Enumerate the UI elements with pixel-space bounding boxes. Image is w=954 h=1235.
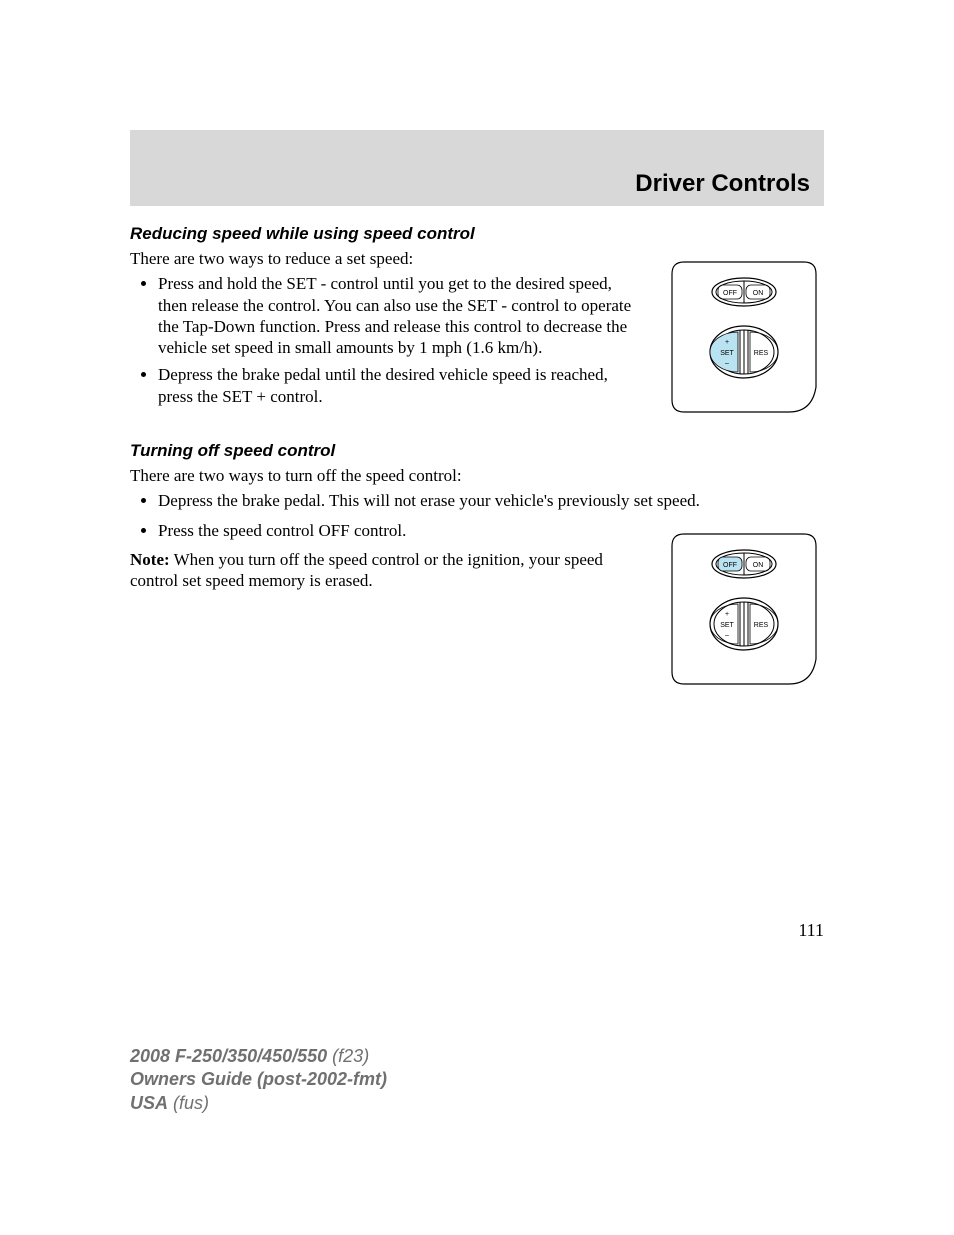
- section2-intro: There are two ways to turn off the speed…: [130, 465, 824, 486]
- section-heading-reducing-speed: Reducing speed while using speed control: [130, 224, 824, 244]
- cruise-control-illustration-1: OFF ON + SET – RES: [664, 252, 824, 427]
- header-bar: Driver Controls: [130, 130, 824, 206]
- footer-code-1: (f23): [327, 1046, 369, 1066]
- header-title: Driver Controls: [635, 170, 810, 198]
- svg-text:RES: RES: [754, 622, 769, 629]
- svg-text:SET: SET: [720, 622, 734, 629]
- footer-line-3: USA (fus): [130, 1092, 387, 1115]
- footer: 2008 F-250/350/450/550 (f23) Owners Guid…: [130, 1045, 387, 1115]
- svg-text:OFF: OFF: [723, 290, 737, 297]
- footer-line-1: 2008 F-250/350/450/550 (f23): [130, 1045, 387, 1068]
- svg-text:ON: ON: [753, 290, 764, 297]
- section-heading-turning-off: Turning off speed control: [130, 441, 824, 461]
- svg-text:SET: SET: [720, 350, 734, 357]
- section2-bullet-1: Depress the brake pedal. This will not e…: [158, 490, 824, 511]
- note-label: Note:: [130, 550, 170, 569]
- footer-region: USA: [130, 1093, 168, 1113]
- svg-text:+: +: [725, 611, 729, 618]
- footer-code-2: (fus): [168, 1093, 209, 1113]
- svg-text:–: –: [725, 360, 729, 367]
- note-body: When you turn off the speed control or t…: [130, 550, 603, 590]
- footer-model: 2008 F-250/350/450/550: [130, 1046, 327, 1066]
- svg-text:+: +: [725, 339, 729, 346]
- section2-bullets: Depress the brake pedal. This will not e…: [130, 490, 824, 511]
- page-number: 111: [798, 920, 824, 941]
- cruise-control-illustration-2: OFF ON + SET – RES: [664, 524, 824, 699]
- svg-text:RES: RES: [754, 350, 769, 357]
- footer-line-2: Owners Guide (post-2002-fmt): [130, 1068, 387, 1091]
- svg-text:ON: ON: [753, 562, 764, 569]
- svg-text:OFF: OFF: [723, 562, 737, 569]
- svg-text:–: –: [725, 632, 729, 639]
